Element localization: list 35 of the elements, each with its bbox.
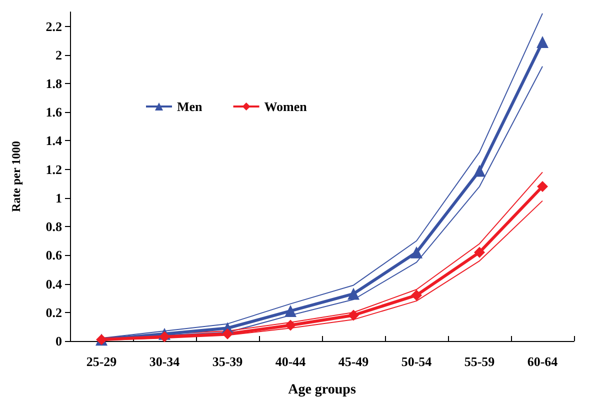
point [285, 320, 296, 331]
point [536, 36, 548, 48]
point [348, 310, 359, 321]
y-tick-label: 1 [56, 190, 62, 206]
x-tick-label: 50-54 [401, 354, 432, 369]
x-axis-title: Age groups [288, 382, 356, 398]
y-tick-label: 2.2 [46, 18, 62, 34]
legend-label: Women [264, 99, 308, 114]
x-tick-label: 25-29 [86, 354, 118, 369]
x-tick-label: 45-49 [338, 354, 370, 369]
y-tick-label: 1.4 [46, 133, 62, 148]
x-tick-label: 55-59 [464, 354, 496, 369]
legend-label: Men [177, 99, 204, 114]
x-tick-label: 40-44 [275, 354, 306, 369]
point [411, 290, 422, 301]
y-tick-label: 2 [56, 47, 62, 62]
y-axis-title: Rate per 1000 [9, 140, 23, 212]
x-tick-label: 60-64 [527, 354, 558, 369]
y-tick-label: 0.8 [46, 219, 62, 234]
y-tick-label: 1.8 [46, 76, 62, 92]
x-tick-label: 30-34 [149, 354, 180, 369]
point [222, 328, 233, 340]
point [474, 164, 486, 177]
point [410, 246, 422, 258]
point [348, 288, 360, 300]
y-tick-label: 1.6 [46, 104, 62, 120]
point [537, 181, 548, 192]
y-tick-label: 0.2 [46, 304, 62, 320]
point [284, 304, 296, 317]
y-tick-label: 0.6 [46, 248, 62, 263]
y-tick-label: 1.2 [46, 162, 62, 177]
y-tick-label: 0 [56, 334, 62, 348]
point [474, 246, 485, 258]
y-tick-label: 0.4 [46, 276, 62, 292]
x-tick-label: 35-39 [212, 354, 244, 369]
